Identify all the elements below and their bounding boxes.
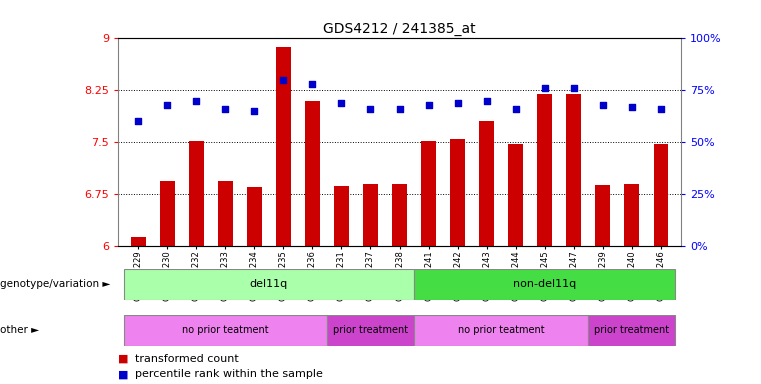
Point bbox=[132, 118, 145, 124]
Point bbox=[539, 85, 551, 91]
Text: non-del11q: non-del11q bbox=[513, 279, 576, 289]
Point bbox=[422, 102, 435, 108]
Point bbox=[626, 104, 638, 110]
Point bbox=[365, 106, 377, 112]
Point bbox=[451, 99, 463, 106]
Text: ■: ■ bbox=[118, 354, 132, 364]
Text: percentile rank within the sample: percentile rank within the sample bbox=[135, 369, 323, 379]
Bar bbox=[392, 184, 407, 246]
Bar bbox=[218, 182, 233, 246]
Text: no prior teatment: no prior teatment bbox=[458, 325, 544, 335]
Point bbox=[480, 98, 492, 104]
Bar bbox=[625, 184, 639, 246]
Point bbox=[597, 102, 609, 108]
Bar bbox=[131, 237, 145, 246]
Bar bbox=[327, 315, 414, 346]
Bar bbox=[124, 315, 327, 346]
Bar bbox=[414, 315, 588, 346]
Bar bbox=[305, 101, 320, 246]
Bar bbox=[422, 141, 436, 246]
Point bbox=[568, 85, 580, 91]
Bar bbox=[479, 121, 494, 246]
Text: prior treatment: prior treatment bbox=[594, 325, 670, 335]
Point bbox=[510, 106, 522, 112]
Point bbox=[248, 108, 260, 114]
Text: transformed count: transformed count bbox=[135, 354, 238, 364]
Bar bbox=[595, 185, 610, 246]
Bar bbox=[334, 185, 349, 246]
Bar bbox=[566, 94, 581, 246]
Bar bbox=[363, 184, 377, 246]
Point bbox=[190, 98, 202, 104]
Bar bbox=[414, 269, 675, 300]
Text: del11q: del11q bbox=[250, 279, 288, 289]
Bar bbox=[189, 141, 204, 246]
Text: no prior teatment: no prior teatment bbox=[182, 325, 269, 335]
Text: prior treatment: prior treatment bbox=[333, 325, 408, 335]
Bar bbox=[160, 182, 174, 246]
Bar bbox=[276, 47, 291, 246]
Text: other ►: other ► bbox=[0, 325, 39, 335]
Point bbox=[161, 102, 174, 108]
Title: GDS4212 / 241385_at: GDS4212 / 241385_at bbox=[323, 22, 476, 36]
Point bbox=[307, 81, 319, 87]
Point bbox=[654, 106, 667, 112]
Bar bbox=[588, 315, 675, 346]
Point bbox=[393, 106, 406, 112]
Bar bbox=[508, 144, 523, 246]
Bar bbox=[451, 139, 465, 246]
Point bbox=[219, 106, 231, 112]
Bar bbox=[124, 269, 414, 300]
Point bbox=[277, 77, 289, 83]
Point bbox=[336, 99, 348, 106]
Bar bbox=[654, 144, 668, 246]
Bar bbox=[537, 94, 552, 246]
Text: genotype/variation ►: genotype/variation ► bbox=[0, 279, 110, 289]
Bar bbox=[247, 187, 262, 246]
Text: ■: ■ bbox=[118, 369, 132, 379]
